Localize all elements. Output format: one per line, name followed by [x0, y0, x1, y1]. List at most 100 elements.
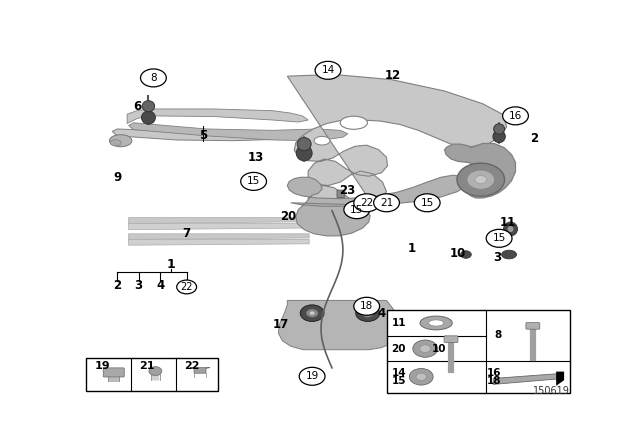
Text: 13: 13: [248, 151, 264, 164]
Circle shape: [177, 280, 196, 294]
Text: 15: 15: [420, 198, 434, 208]
Circle shape: [344, 201, 370, 219]
Text: 8: 8: [150, 73, 157, 83]
Circle shape: [149, 366, 162, 375]
Polygon shape: [129, 224, 312, 230]
Ellipse shape: [141, 111, 156, 124]
Text: 4: 4: [378, 307, 386, 320]
Circle shape: [457, 163, 504, 196]
Circle shape: [374, 194, 399, 212]
Text: 3: 3: [134, 279, 143, 292]
Text: 5: 5: [199, 129, 207, 142]
Ellipse shape: [362, 309, 374, 318]
Ellipse shape: [413, 340, 438, 357]
Text: 1: 1: [166, 258, 175, 271]
Ellipse shape: [310, 311, 315, 315]
Text: 2: 2: [530, 132, 538, 145]
Text: 2: 2: [113, 279, 121, 292]
Polygon shape: [556, 371, 564, 386]
Ellipse shape: [296, 145, 312, 161]
Ellipse shape: [420, 345, 431, 353]
Ellipse shape: [429, 320, 444, 326]
Ellipse shape: [504, 222, 518, 236]
Ellipse shape: [340, 116, 367, 129]
Text: 14: 14: [392, 368, 406, 378]
Text: 18: 18: [486, 376, 501, 386]
Ellipse shape: [110, 140, 121, 146]
Ellipse shape: [306, 309, 318, 318]
Text: 150619: 150619: [533, 386, 570, 396]
Circle shape: [241, 172, 266, 190]
Ellipse shape: [300, 305, 324, 322]
FancyBboxPatch shape: [337, 190, 345, 198]
Ellipse shape: [314, 136, 330, 145]
Text: 12: 12: [385, 69, 401, 82]
Circle shape: [354, 194, 380, 212]
Ellipse shape: [493, 130, 506, 142]
Text: 8: 8: [494, 330, 501, 340]
Polygon shape: [112, 129, 287, 141]
Text: 18: 18: [360, 301, 373, 311]
Text: 22: 22: [184, 362, 200, 371]
Polygon shape: [190, 368, 210, 373]
Text: 16: 16: [486, 368, 501, 378]
Text: 10: 10: [432, 344, 447, 353]
Text: 14: 14: [321, 65, 335, 75]
Circle shape: [141, 69, 166, 87]
Polygon shape: [129, 123, 348, 141]
Circle shape: [354, 297, 380, 315]
Polygon shape: [129, 218, 312, 224]
Text: 4: 4: [156, 279, 164, 292]
Polygon shape: [129, 234, 309, 239]
Ellipse shape: [365, 311, 370, 315]
Ellipse shape: [142, 101, 155, 112]
FancyBboxPatch shape: [444, 336, 458, 342]
Text: 19: 19: [95, 362, 111, 371]
Text: 3: 3: [493, 251, 502, 264]
Text: 15: 15: [392, 376, 406, 386]
Ellipse shape: [416, 373, 426, 380]
Ellipse shape: [420, 316, 452, 330]
Text: 17: 17: [273, 318, 289, 331]
Circle shape: [414, 194, 440, 212]
Polygon shape: [278, 301, 403, 350]
Text: 9: 9: [113, 172, 122, 185]
Text: 22: 22: [180, 282, 193, 292]
Circle shape: [300, 367, 325, 385]
Text: 21: 21: [380, 198, 393, 208]
Ellipse shape: [410, 369, 433, 385]
Polygon shape: [129, 239, 309, 245]
Ellipse shape: [493, 124, 504, 134]
Text: 16: 16: [509, 111, 522, 121]
Ellipse shape: [297, 138, 311, 151]
Text: 20: 20: [280, 210, 296, 223]
FancyBboxPatch shape: [526, 323, 540, 329]
Polygon shape: [127, 109, 308, 124]
Polygon shape: [86, 358, 218, 391]
Circle shape: [475, 176, 487, 184]
Ellipse shape: [356, 305, 380, 322]
Circle shape: [486, 229, 512, 247]
Text: 15: 15: [493, 233, 506, 243]
Ellipse shape: [109, 135, 132, 147]
Text: 22: 22: [360, 198, 373, 208]
Polygon shape: [287, 175, 468, 236]
Ellipse shape: [508, 226, 513, 232]
Circle shape: [467, 170, 495, 190]
Text: 21: 21: [140, 362, 155, 371]
Text: 23: 23: [339, 184, 355, 197]
Circle shape: [315, 61, 341, 79]
Text: 20: 20: [392, 344, 406, 353]
Text: 11: 11: [392, 318, 406, 328]
Text: 10: 10: [450, 247, 466, 260]
FancyBboxPatch shape: [103, 368, 124, 377]
Text: 7: 7: [182, 227, 191, 240]
Text: 11: 11: [499, 216, 516, 229]
Text: 15: 15: [247, 177, 260, 186]
Polygon shape: [493, 373, 563, 384]
Circle shape: [502, 107, 529, 125]
Polygon shape: [287, 74, 507, 215]
Ellipse shape: [502, 250, 516, 259]
Text: 1: 1: [407, 242, 415, 255]
Polygon shape: [387, 310, 570, 392]
